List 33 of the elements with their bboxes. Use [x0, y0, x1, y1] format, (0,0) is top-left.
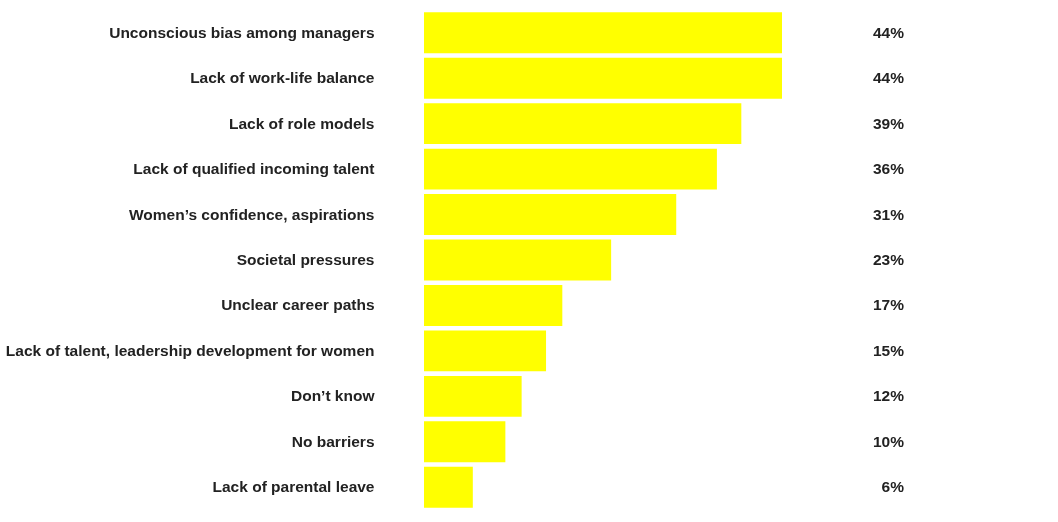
bar [424, 421, 506, 463]
y-tick-label: Don’t know [290, 387, 376, 405]
bar [424, 57, 782, 99]
y-tick-label: Lack of role models [228, 114, 375, 132]
data-label: 10% [872, 432, 905, 450]
bar [424, 375, 522, 417]
data-label: 39% [872, 114, 905, 132]
y-tick-label: Lack of talent, leadership development for women [5, 341, 375, 359]
data-label: 36% [872, 160, 905, 178]
y-tick-label: Lack of parental leave [212, 478, 375, 496]
y-tick-label: Lack of work-life balance [190, 69, 375, 87]
data-label: 31% [872, 205, 905, 223]
data-label: 44% [872, 69, 905, 87]
data-label: 44% [872, 23, 905, 41]
y-tick-label: Lack of qualified incoming talent [133, 160, 375, 178]
data-label: 6% [881, 478, 905, 496]
bar [424, 12, 782, 54]
y-tick-label: Unclear career paths [221, 296, 375, 314]
bar [424, 239, 612, 281]
bar [424, 103, 742, 145]
bar [424, 285, 563, 326]
bar [424, 466, 473, 508]
data-label: 17% [872, 296, 905, 314]
bar [424, 330, 547, 372]
y-tick-label: No barriers [291, 432, 375, 450]
y-tick-label: Women’s confidence, aspirations [129, 205, 375, 223]
bar [424, 194, 677, 235]
data-label: 23% [872, 251, 905, 268]
data-label: 15% [872, 341, 905, 359]
bar [424, 148, 717, 190]
y-tick-label: Unconscious bias among managers [109, 23, 375, 41]
y-tick-label: Societal pressures [236, 251, 375, 268]
data-label: 12% [872, 387, 905, 405]
